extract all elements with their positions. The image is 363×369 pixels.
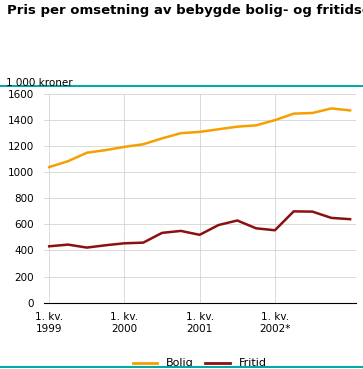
- Bolig: [348, 108, 352, 113]
- Bolig: [273, 118, 277, 123]
- Fritid: [254, 226, 258, 231]
- Bolig: [85, 151, 89, 155]
- Fritid: [85, 245, 89, 250]
- Fritid: [66, 242, 70, 247]
- Bolig: [310, 111, 315, 115]
- Fritid: [235, 218, 240, 223]
- Fritid: [329, 215, 334, 220]
- Fritid: [273, 228, 277, 232]
- Fritid: [310, 210, 315, 214]
- Bolig: [66, 159, 70, 163]
- Bolig: [197, 130, 202, 134]
- Bolig: [103, 148, 108, 152]
- Fritid: [141, 241, 146, 245]
- Text: Pris per omsetning av bebygde bolig- og fritidseiendommer i fritt salg. 1999-200: Pris per omsetning av bebygde bolig- og …: [7, 4, 363, 17]
- Bolig: [254, 123, 258, 128]
- Fritid: [197, 232, 202, 237]
- Legend: Bolig, Fritid: Bolig, Fritid: [129, 354, 271, 369]
- Fritid: [160, 231, 164, 235]
- Bolig: [216, 127, 221, 131]
- Fritid: [179, 229, 183, 233]
- Fritid: [122, 241, 127, 245]
- Bolig: [160, 136, 164, 141]
- Text: 1 000 kroner: 1 000 kroner: [6, 78, 73, 88]
- Bolig: [179, 131, 183, 135]
- Bolig: [47, 165, 52, 169]
- Line: Fritid: Fritid: [49, 211, 350, 248]
- Bolig: [122, 145, 127, 149]
- Fritid: [291, 209, 296, 214]
- Bolig: [141, 142, 146, 146]
- Fritid: [348, 217, 352, 221]
- Fritid: [216, 223, 221, 227]
- Bolig: [329, 106, 334, 111]
- Line: Bolig: Bolig: [49, 108, 350, 167]
- Fritid: [103, 243, 108, 248]
- Bolig: [235, 124, 240, 129]
- Fritid: [47, 244, 52, 248]
- Bolig: [291, 111, 296, 116]
